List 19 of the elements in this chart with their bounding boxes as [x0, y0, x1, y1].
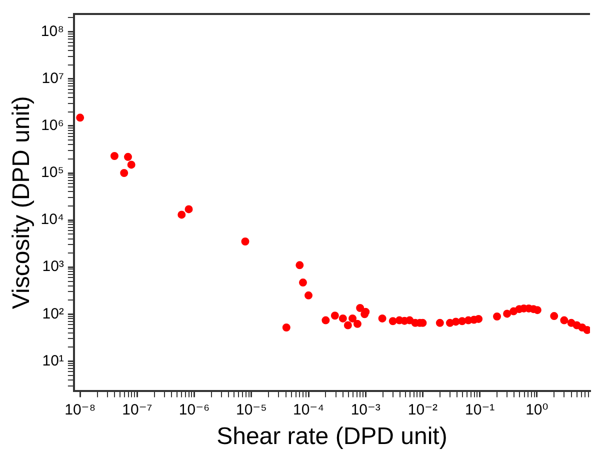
x-tick-label: 10⁻¹	[465, 401, 495, 418]
x-axis-title: Shear rate (DPD unit)	[216, 423, 448, 450]
x-tick-label: 10⁻⁴	[292, 401, 324, 418]
x-tick-label: 10⁰	[526, 401, 548, 418]
x-tick-label: 10⁻³	[350, 401, 380, 418]
x-tick-label: 10⁻²	[408, 401, 438, 418]
y-tick-label: 10¹	[42, 352, 64, 370]
y-axis-title: Viscosity (DPD unit)	[8, 96, 36, 310]
y-tick-label: 10⁷	[42, 70, 64, 88]
y-tick-label: 10³	[42, 258, 64, 276]
y-tick-label: 10⁵	[41, 164, 64, 182]
y-tick-label: 10²	[42, 305, 64, 322]
x-tick-label: 10⁻⁵	[236, 401, 267, 418]
y-tick-label: 10⁸	[40, 23, 64, 40]
y-tick-label: 10⁴	[40, 211, 64, 228]
x-tick-label: 10⁻⁷	[122, 401, 152, 418]
x-tick-label: 10⁻⁸	[64, 401, 96, 418]
x-tick-label: 10⁻⁶	[178, 401, 210, 418]
y-tick-label: 10⁶	[41, 117, 64, 134]
